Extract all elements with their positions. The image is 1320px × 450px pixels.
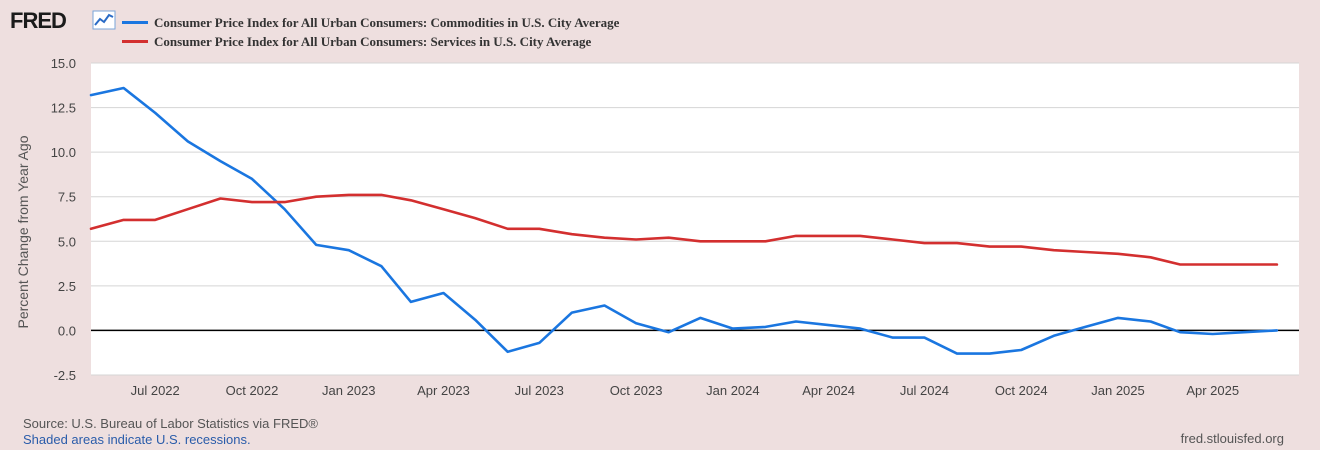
x-tick-label: Oct 2022 <box>226 383 279 398</box>
x-tick-label: Oct 2023 <box>610 383 663 398</box>
x-tick-label: Oct 2024 <box>995 383 1048 398</box>
y-tick-label: 2.5 <box>58 279 76 294</box>
x-tick-label: Apr 2023 <box>417 383 470 398</box>
y-tick-label: 0.0 <box>58 323 76 338</box>
series-lines <box>89 86 1279 355</box>
legend-label-commodities: Consumer Price Index for All Urban Consu… <box>154 14 620 30</box>
x-tick-label: Apr 2025 <box>1186 383 1239 398</box>
y-tick-label: -2.5 <box>54 368 76 383</box>
x-tick-label: Jan 2024 <box>706 383 760 398</box>
recession-note[interactable]: Shaded areas indicate U.S. recessions. <box>23 432 251 447</box>
x-tick-label: Jul 2022 <box>131 383 180 398</box>
plot-area <box>91 63 1299 375</box>
x-tick-labels: Jul 2022 Oct 2022 Jan 2023 Apr 2023 Jul 2023… <box>131 383 1239 398</box>
chart-legend: Consumer Price Index for All Urban Consu… <box>122 13 619 51</box>
y-tick-labels: 15.0 12.5 10.0 7.5 5.0 2.5 0.0 -2.5 <box>51 56 76 383</box>
x-tick-label: Jul 2024 <box>900 383 949 398</box>
y-tick-label: 15.0 <box>51 56 76 71</box>
gridlines <box>91 62 1299 376</box>
x-tick-label: Jul 2023 <box>515 383 564 398</box>
series-line-services[interactable] <box>89 193 1279 266</box>
source-note: Source: U.S. Bureau of Labor Statistics … <box>23 416 318 431</box>
legend-swatch-services <box>122 40 148 43</box>
x-tick-label: Apr 2024 <box>802 383 855 398</box>
site-link[interactable]: fred.stlouisfed.org <box>1180 431 1284 446</box>
y-tick-label: 10.0 <box>51 145 76 160</box>
legend-swatch-commodities <box>122 21 148 24</box>
line-chart: 15.0 12.5 10.0 7.5 5.0 2.5 0.0 -2.5 Jul 2022 Oct… <box>15 56 1299 398</box>
y-tick-label: 5.0 <box>58 234 76 249</box>
x-tick-label: Jan 2025 <box>1091 383 1145 398</box>
y-tick-label: 12.5 <box>51 101 76 116</box>
legend-item-commodities[interactable]: Consumer Price Index for All Urban Consu… <box>122 13 619 32</box>
series-line-commodities[interactable] <box>89 86 1279 355</box>
y-tick-label: 7.5 <box>58 190 76 205</box>
chart-footer: Source: U.S. Bureau of Labor Statistics … <box>23 416 318 448</box>
legend-label-services: Consumer Price Index for All Urban Consu… <box>154 33 592 49</box>
chart-line-icon <box>92 10 116 30</box>
fred-logo[interactable]: FRED <box>10 8 67 33</box>
y-axis-label: Percent Change from Year Ago <box>15 135 31 328</box>
chart-header: FRED Consumer Price Index for All Urban … <box>0 0 1320 55</box>
x-tick-label: Jan 2023 <box>322 383 376 398</box>
legend-item-services[interactable]: Consumer Price Index for All Urban Consu… <box>122 32 619 51</box>
